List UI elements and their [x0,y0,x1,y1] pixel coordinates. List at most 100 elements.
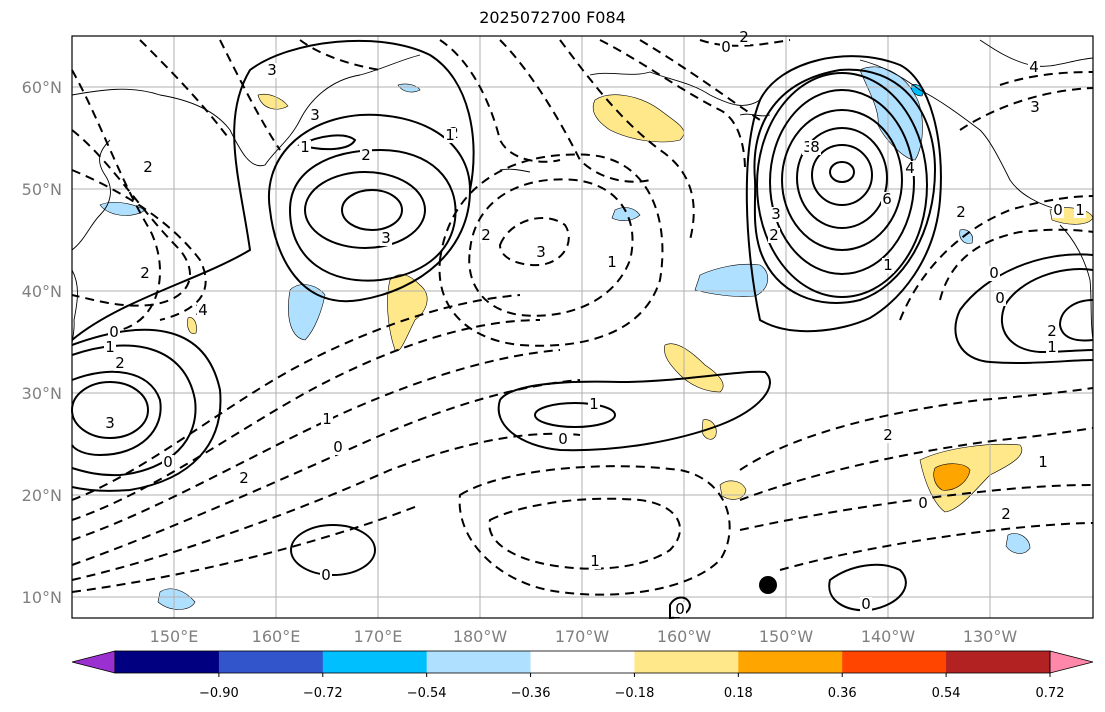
latitude-axis: 60°N 50°N 40°N 30°N 20°N 10°N [22,78,62,607]
contour-label: 1 [300,138,310,156]
longitude-axis: 150°E 160°E 170°E 180°W 170°W 160°W 150°W 140°W… [150,627,1018,646]
contour-label-backdrop [882,258,894,273]
contour-label-backdrop [162,455,174,470]
contour-label: 1 [1047,338,1057,356]
contour-label-backdrop [238,471,250,486]
contour-label: 1 [1038,453,1048,471]
contour-label-backdrop [1037,455,1049,470]
colorbar-segment [946,651,1051,673]
contour-label-backdrop [738,30,750,45]
contour-label-backdrop [139,266,151,281]
contour-label-backdrop [988,266,1000,281]
contour-label: 0 [721,38,731,56]
contour-label: 2 [739,28,749,46]
contour-label: 2 [1047,322,1057,340]
positive-anomaly-patch [719,480,747,500]
longitude-tick-label: 160°E [252,627,301,646]
contour-labels: 0232122313322312012348643210021234001201… [104,28,1086,618]
negative-anomaly-patch [397,83,421,93]
contour-label: 2 [115,354,125,372]
contour-label: 2 [769,226,779,244]
graticule [72,36,1093,618]
colorbar-segment [634,651,739,673]
contour-label-backdrop [299,140,311,155]
colorbar: −0.90 −0.72 −0.54 −0.36 −0.18 0.18 0.36 0.54 0.7… [71,650,1094,701]
colorbar-tick-label: 0.54 [932,686,961,701]
contour-label: 1 [589,395,599,413]
latitude-tick-label: 60°N [22,78,62,97]
contour-label-backdrop [606,255,618,270]
contour-label-backdrop [380,231,392,246]
contour-label: 4 [198,301,208,319]
longitude-tick-label: 140°W [861,627,916,646]
contour-label: 4 [905,159,915,177]
contour-label-backdrop [309,108,321,123]
contour-label: 1 [590,552,600,570]
contour-label-backdrop [860,597,872,612]
contour-label-backdrop [142,160,154,175]
map-title: 2025072700 F084 [479,8,626,27]
contour-label-backdrop [955,205,967,220]
contour-label: 2 [1001,505,1011,523]
colorbar-segment [218,651,324,673]
latitude-tick-label: 50°N [22,180,62,199]
contour-label: 0 [918,494,928,512]
contour-label-backdrop [197,303,209,318]
contour-label: 2 [883,426,893,444]
colorbar-tick-label: −0.36 [511,686,551,701]
contour-label-backdrop [917,496,929,511]
positive-anomaly-patch [257,93,289,110]
dashed-contours [71,39,1094,596]
colorbar-segment [530,651,635,673]
positive-anomaly-patch [664,343,724,393]
latitude-tick-label: 30°N [22,384,62,403]
colorbar-tick-label: −0.72 [303,686,343,701]
contour-label: 2 [143,158,153,176]
contour-label-backdrop [444,128,456,143]
solid-contours [71,39,1094,620]
contour-label-backdrop [1046,324,1058,339]
colorbar-segment [115,651,220,673]
longitude-tick-label: 170°E [354,627,403,646]
colorbar-segment [322,651,428,673]
contour-label: 1 [445,126,455,144]
contour-label: 3 [536,243,546,261]
contour-label: 0 [109,323,119,341]
negative-anomaly-patch [157,588,196,610]
contour-label-backdrop [114,356,126,371]
contour-label: 3 [267,61,277,79]
colorbar-tick-label: −0.18 [615,686,655,701]
contour-label: 3 [105,414,115,432]
contour-label: 0 [163,453,173,471]
negative-anomaly-patch [694,263,768,297]
negative-anomaly-patch [959,229,973,244]
contour-label: 8 [810,138,820,156]
contour-label-backdrop [104,416,116,431]
contour-label: 0 [558,430,568,448]
positive-anomaly-patch [187,317,197,334]
contour-label: 6 [882,190,892,208]
colorbar-outline [114,650,1051,674]
longitude-tick-label: 130°W [963,627,1018,646]
longitude-tick-label: 170°W [555,627,610,646]
strong-positive-anomaly-patch [933,463,971,491]
contour-label-backdrop [768,228,780,243]
contour-label-backdrop [1074,203,1086,218]
contour-label-backdrop [108,325,120,340]
negative-anomaly-patch [288,284,326,341]
contour-label: 0 [333,438,343,456]
contour-label-backdrop [881,192,893,207]
colorbar-tick-label: 0.72 [1036,686,1065,701]
contour-label-backdrop [588,397,600,412]
contour-label: 1 [1075,201,1085,219]
contour-label: 2 [239,469,249,487]
colorbar-tick-label: 0.36 [828,686,857,701]
contour-label: 3 [381,229,391,247]
contour-label: 1 [883,256,893,274]
colorbar-segment [738,651,843,673]
colorbar-segment [426,651,532,673]
marker-dot [759,576,777,594]
contour-label-backdrop [809,140,821,155]
map-frame [71,35,1094,619]
